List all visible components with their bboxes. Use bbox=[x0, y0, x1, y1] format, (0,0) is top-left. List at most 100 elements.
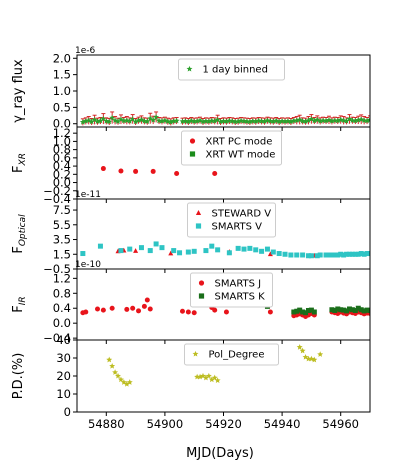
panel-1: 0.0 0.5 1.0 1.5 2.0 1e-6 γ_ray flux 1 day binne… bbox=[11, 46, 371, 131]
data-point bbox=[126, 379, 133, 385]
data-point bbox=[326, 252, 332, 258]
data-point bbox=[361, 117, 368, 123]
y-tick-label: 1.0 bbox=[53, 134, 71, 148]
panel-2: −0.4−0.20.00.20.40.60.81.01.2 FXR XRT PC m… bbox=[11, 126, 371, 206]
data-point bbox=[344, 251, 350, 257]
data-point bbox=[212, 307, 218, 313]
legend: 1 day binned bbox=[178, 58, 285, 81]
data-point bbox=[329, 307, 335, 313]
data-point bbox=[367, 116, 370, 123]
data-point bbox=[343, 117, 350, 124]
y-tick-label: 3.5 bbox=[53, 233, 71, 247]
data-point bbox=[173, 117, 180, 124]
legend-box bbox=[178, 58, 285, 81]
legend-label: SMARTS V bbox=[212, 222, 263, 233]
series-group bbox=[79, 111, 370, 126]
y-tick-label: 0.2 bbox=[53, 167, 71, 181]
data-point bbox=[191, 248, 197, 254]
data-point bbox=[243, 118, 250, 124]
data-point bbox=[344, 308, 350, 314]
x-tick-label: 54880 bbox=[88, 417, 125, 431]
data-point bbox=[211, 374, 218, 381]
data-point bbox=[358, 251, 364, 257]
data-point bbox=[144, 297, 150, 303]
y-tick-label: 10 bbox=[56, 387, 71, 401]
data-point bbox=[279, 117, 286, 124]
data-point bbox=[223, 309, 229, 315]
data-point bbox=[253, 247, 259, 253]
data-point bbox=[138, 245, 144, 251]
data-point bbox=[305, 117, 312, 123]
data-point bbox=[291, 309, 297, 315]
y-tick-label: 0.0 bbox=[53, 176, 71, 190]
y-tick-label: 1.5 bbox=[53, 68, 71, 82]
y-axis-label-subscript: IR bbox=[18, 296, 28, 305]
data-point bbox=[294, 252, 300, 258]
y-tick-label: 0 bbox=[64, 405, 71, 419]
data-point bbox=[115, 372, 121, 379]
data-point bbox=[364, 251, 370, 257]
data-point bbox=[335, 252, 341, 258]
legend: STEWARD V SMARTS V bbox=[187, 202, 276, 238]
legend-label: XRT PC mode bbox=[206, 137, 273, 148]
y-tick-label: −0.5 bbox=[43, 262, 71, 276]
data-point bbox=[100, 166, 106, 172]
data-point bbox=[97, 243, 103, 249]
data-point bbox=[267, 309, 273, 315]
legend-label: 1 day binned bbox=[203, 65, 268, 76]
y-axis-label: FIR bbox=[11, 296, 28, 312]
data-point bbox=[241, 117, 247, 124]
data-point bbox=[294, 308, 300, 314]
legend-label: SMARTS K bbox=[215, 292, 266, 303]
y-tick-label: 30 bbox=[56, 351, 71, 365]
data-point bbox=[115, 118, 121, 124]
legend-marker bbox=[198, 293, 205, 299]
y-tick-label: 0.4 bbox=[53, 301, 71, 315]
data-point bbox=[212, 170, 218, 176]
data-point bbox=[264, 246, 270, 252]
data-point bbox=[118, 168, 124, 174]
axis-multiplier: 1e-6 bbox=[75, 46, 96, 56]
data-point bbox=[153, 114, 160, 120]
y-tick-label: 5.5 bbox=[53, 218, 71, 232]
y-tick-label: 0.6 bbox=[53, 151, 71, 165]
data-point bbox=[209, 243, 215, 249]
legend: Pol_Degree bbox=[184, 343, 279, 366]
data-point bbox=[156, 117, 163, 124]
data-point bbox=[117, 376, 124, 383]
y-tick-label: 0.5 bbox=[53, 100, 71, 114]
y-tick-label: 0.8 bbox=[53, 143, 71, 157]
data-point bbox=[191, 310, 197, 316]
data-point bbox=[147, 248, 153, 254]
y-tick-label: 0.0 bbox=[53, 117, 71, 131]
x-axis-label: MJD(Days) bbox=[186, 446, 254, 461]
data-point bbox=[132, 118, 139, 125]
y-tick-label: 40 bbox=[56, 333, 71, 347]
data-point bbox=[323, 252, 329, 258]
data-point bbox=[100, 307, 106, 313]
data-point bbox=[177, 250, 183, 256]
x-tick-label: 54960 bbox=[322, 417, 359, 431]
legend-box bbox=[187, 202, 276, 238]
data-point bbox=[159, 245, 165, 251]
y-tick-label: −0.4 bbox=[43, 331, 71, 345]
data-point bbox=[308, 253, 314, 259]
panel-3: −0.51.53.55.57.5 1e-11 FOptical STEWARD V SM… bbox=[11, 190, 371, 276]
y-tick-label: 1.2 bbox=[53, 271, 71, 285]
data-point bbox=[109, 362, 116, 369]
y-tick-label: 7.5 bbox=[53, 203, 71, 217]
data-point bbox=[332, 252, 338, 258]
data-point bbox=[267, 117, 274, 124]
data-point bbox=[320, 117, 327, 123]
data-point bbox=[185, 249, 191, 255]
data-point bbox=[367, 307, 370, 313]
data-point bbox=[150, 168, 156, 174]
y-tick-label: 1.5 bbox=[53, 247, 71, 261]
y-tick-label: 0.0 bbox=[53, 316, 71, 330]
y-tick-label: −0.2 bbox=[43, 184, 71, 198]
data-point bbox=[83, 309, 89, 315]
data-point bbox=[153, 241, 159, 247]
data-point bbox=[349, 117, 356, 123]
data-point bbox=[346, 251, 352, 257]
